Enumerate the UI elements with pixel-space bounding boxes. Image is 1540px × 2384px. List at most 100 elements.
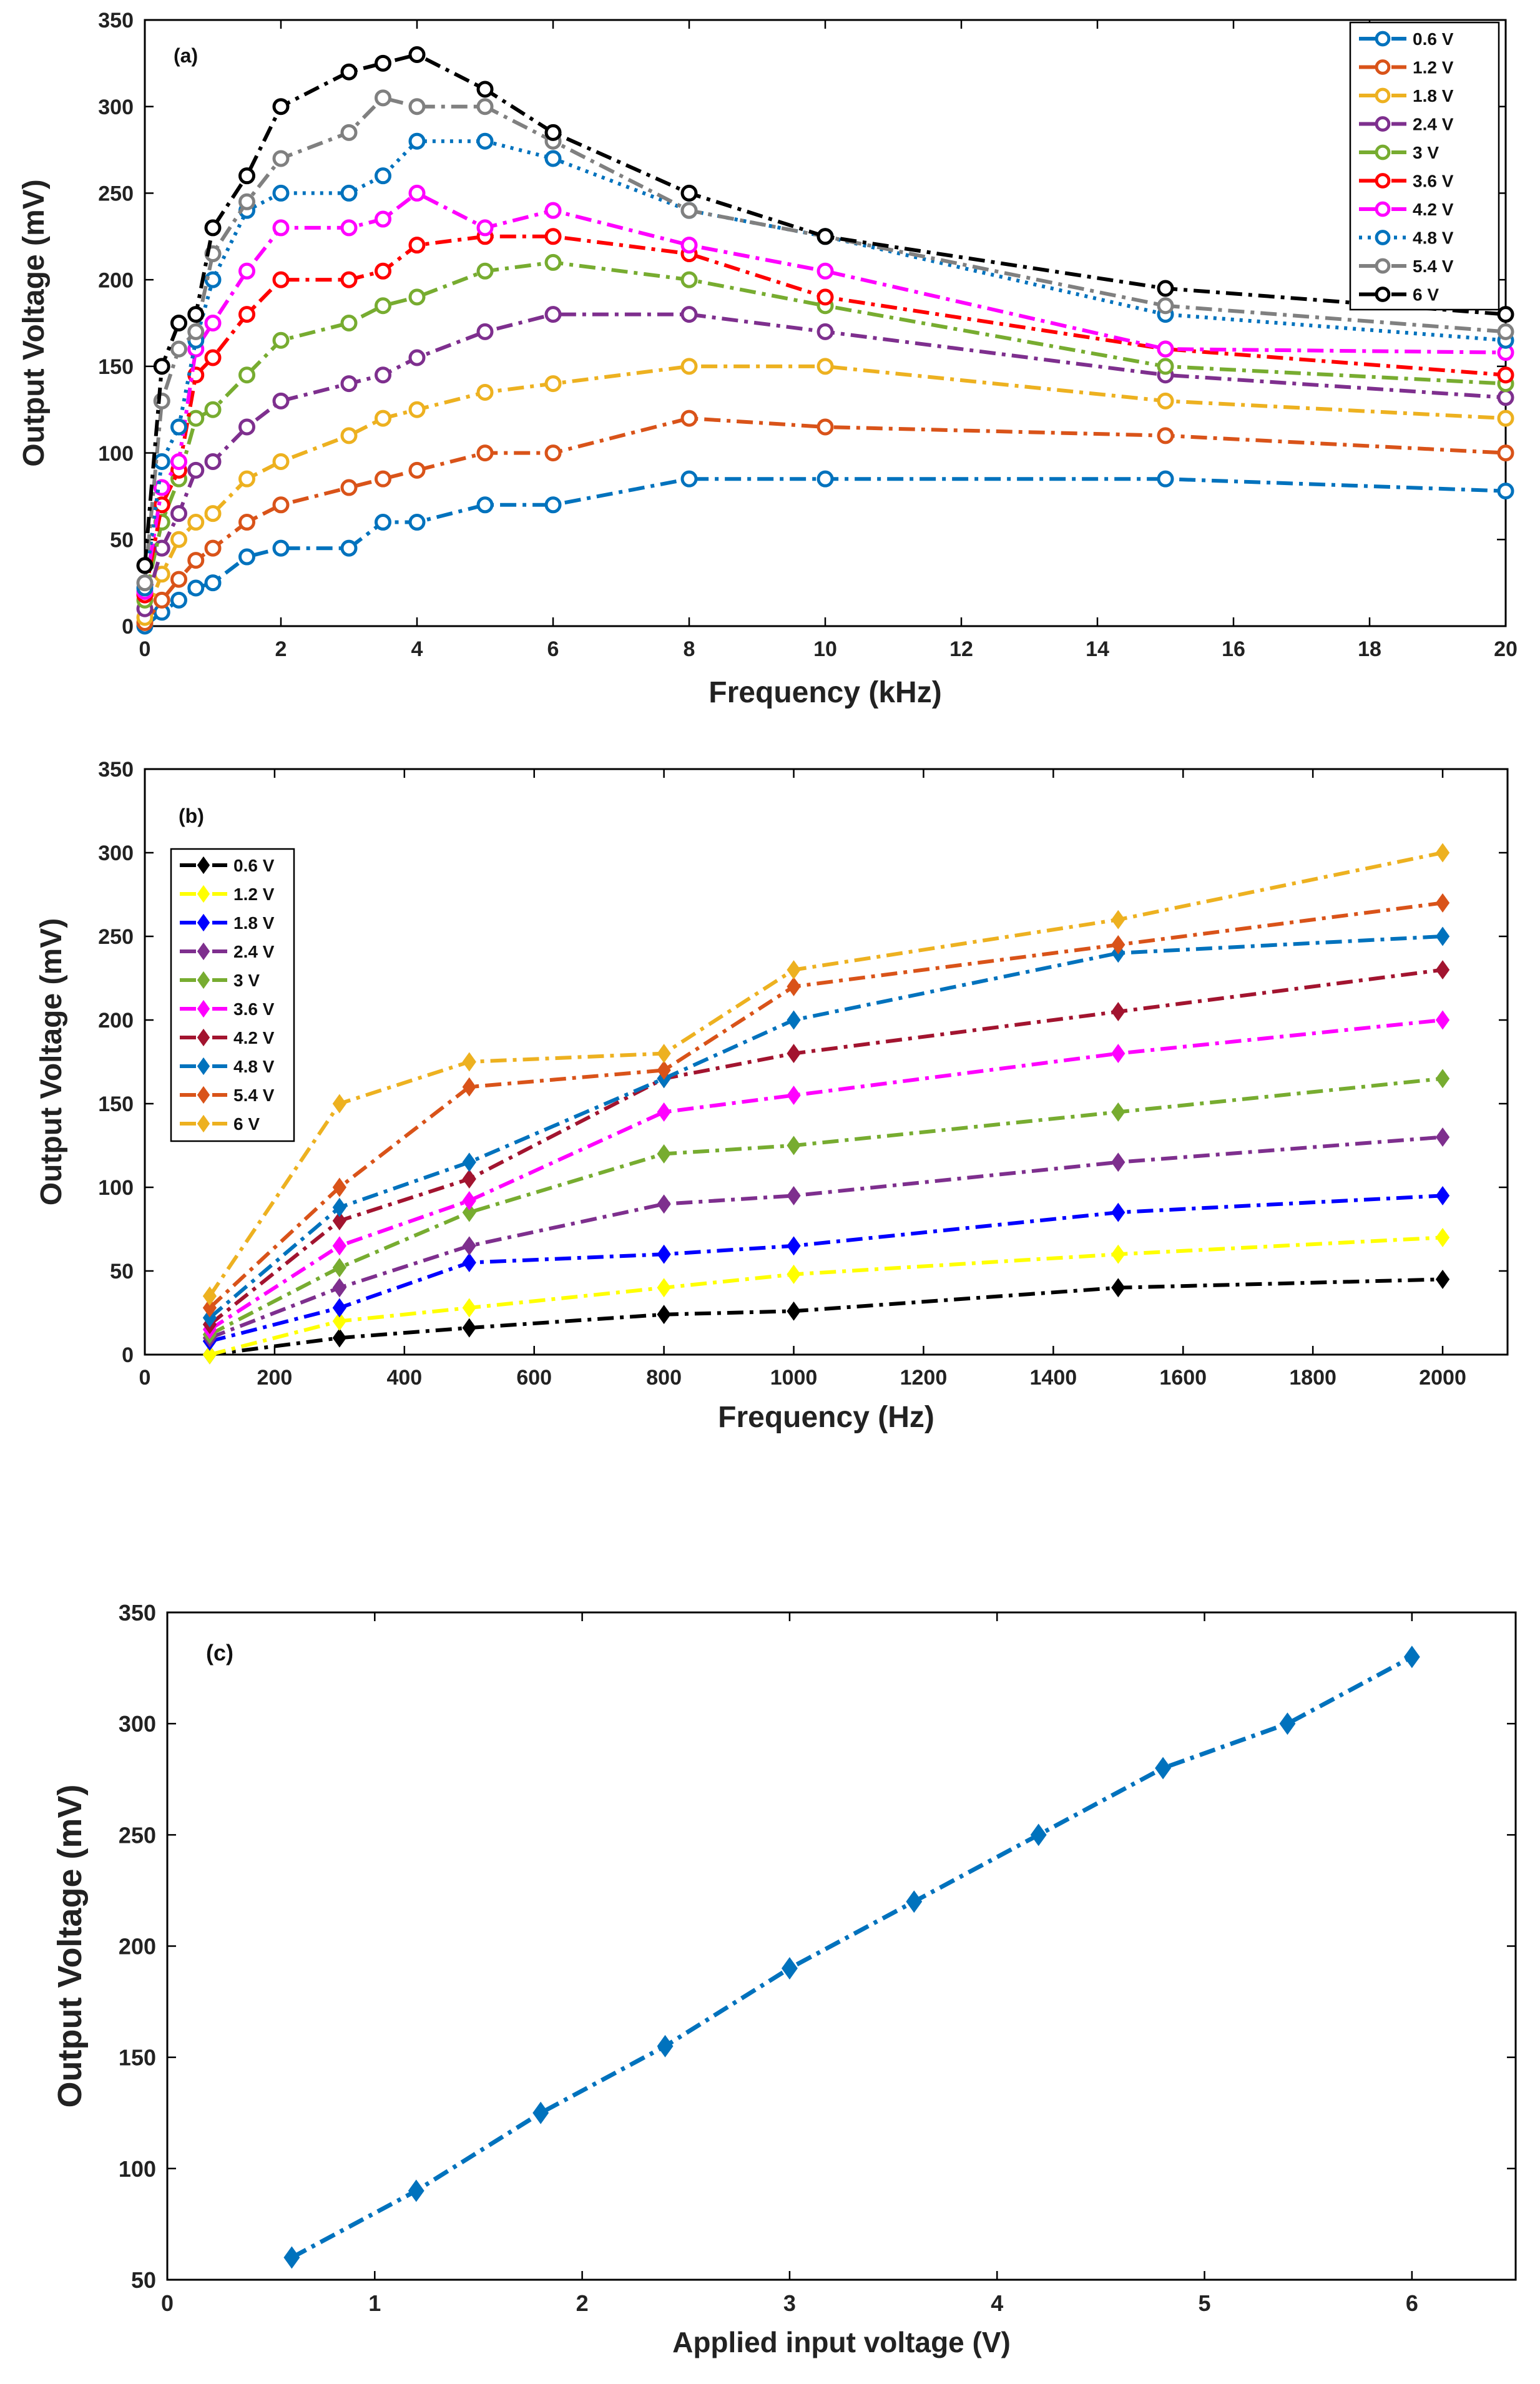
data-point (272, 98, 290, 115)
data-point (787, 976, 801, 996)
data-point (1497, 410, 1514, 427)
chart-a: 0 2 4 6 8 10 12 14 16 18 20050100150200250300350Fr… (17, 9, 1518, 709)
data-point (1157, 427, 1174, 444)
data-point (787, 1236, 801, 1256)
data-point (375, 89, 391, 107)
legend-label: 5.4 V (1413, 257, 1454, 276)
data-point (1111, 910, 1126, 930)
plot-area-frame (144, 768, 1509, 1356)
data-point (1111, 1244, 1126, 1264)
x-tick-label: 4 (991, 2290, 1003, 2316)
x-tick-label: 3 (783, 2290, 796, 2316)
data-point (787, 1301, 801, 1321)
data-point (375, 297, 391, 315)
data-point (476, 98, 494, 115)
data-point (544, 306, 562, 323)
data-point (272, 150, 290, 167)
data-point (680, 470, 698, 488)
data-point (187, 306, 205, 323)
data-point (340, 219, 358, 237)
data-point (476, 323, 494, 340)
data-point (332, 1278, 346, 1298)
y-tick-label: 250 (98, 182, 134, 206)
data-point (170, 453, 187, 470)
data-point (238, 193, 255, 210)
series-line (143, 191, 1506, 592)
data-point (462, 1052, 476, 1072)
data-point (187, 514, 205, 531)
data-point (375, 210, 391, 228)
data-point (332, 1197, 346, 1217)
legend-box (1349, 21, 1500, 311)
data-point (544, 375, 562, 393)
x-tick-label: 12 (949, 637, 973, 661)
series-3-V (202, 1069, 1450, 1345)
legend-label: 3 V (233, 971, 260, 990)
data-point (462, 1152, 476, 1172)
y-tick-label: 200 (119, 1933, 156, 1959)
legend-swatch-marker (1375, 31, 1391, 47)
data-point (204, 349, 222, 366)
x-axis-label: Applied input voltage (V) (672, 2326, 1011, 2358)
legend-label: 6 V (1413, 285, 1439, 305)
y-tick-label: 300 (98, 841, 134, 865)
x-axis-label: Frequency (kHz) (709, 676, 941, 709)
series-2_4-V (202, 1127, 1450, 1348)
data-point (657, 1060, 671, 1080)
x-tick-label: 1800 (1289, 1366, 1336, 1390)
x-tick-label: 20 (1494, 637, 1518, 661)
x-tick-label: 2 (275, 637, 287, 661)
x-tick-label: 1000 (770, 1366, 818, 1390)
data-point (476, 383, 494, 401)
data-point (340, 184, 358, 202)
series-line (143, 52, 1506, 566)
data-point (238, 418, 255, 436)
legend-swatch-marker (1375, 258, 1391, 274)
series-line (143, 416, 1506, 624)
data-point (476, 81, 494, 98)
data-point (462, 1298, 476, 1318)
x-tick-label: 16 (1222, 637, 1245, 661)
data-point (1157, 358, 1174, 375)
data-point (238, 262, 255, 280)
data-point (680, 202, 698, 219)
y-tick-label: 50 (110, 529, 134, 552)
data-point (1030, 1823, 1047, 1847)
data-point (1435, 1227, 1450, 1247)
y-tick-label: 150 (119, 2045, 156, 2071)
data-point (408, 349, 426, 366)
x-tick-label: 1 (368, 2290, 381, 2316)
series-1_2-V (202, 1227, 1450, 1365)
data-point (787, 1010, 801, 1030)
legend-swatch-marker (1375, 201, 1391, 217)
data-point (272, 184, 290, 202)
data-point (787, 1264, 801, 1284)
legend-swatch-marker (1375, 59, 1391, 75)
y-tick-label: 0 (122, 1343, 134, 1367)
x-tick-label: 5 (1199, 2290, 1211, 2316)
data-point (817, 358, 834, 375)
data-point (202, 1286, 217, 1306)
panel-label: (a) (174, 44, 198, 67)
data-point (1435, 893, 1450, 913)
data-point (680, 358, 698, 375)
data-point (202, 1298, 217, 1318)
legend-swatch-marker (197, 913, 210, 932)
data-point (375, 54, 391, 72)
y-tick-label: 350 (98, 9, 134, 32)
y-tick-label: 100 (98, 442, 134, 466)
x-tick-label: 0 (161, 2290, 174, 2316)
y-tick-label: 100 (98, 1176, 134, 1200)
series-line (143, 96, 1506, 583)
data-point (1435, 1185, 1450, 1205)
data-point (187, 461, 205, 479)
chart-c: 0 1 2 3 4 5 6 50 100 150 200 250 300 350 Applied input… (51, 1600, 1517, 2358)
data-point (787, 1086, 801, 1106)
data-point (408, 237, 426, 254)
data-point (817, 470, 834, 488)
data-point (462, 1169, 476, 1189)
data-point (476, 132, 494, 150)
y-tick-label: 250 (98, 925, 134, 949)
data-point (332, 1177, 346, 1197)
data-point (462, 1253, 476, 1273)
